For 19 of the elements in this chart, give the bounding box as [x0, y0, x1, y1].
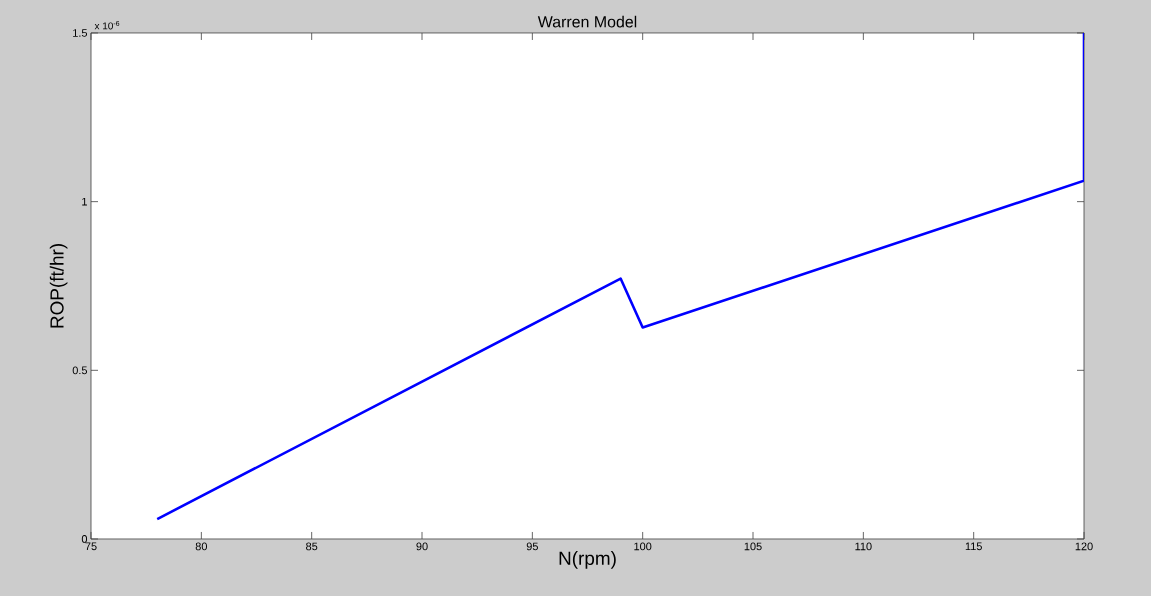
- y-axis-title: ROP(ft/hr): [49, 244, 68, 328]
- line-series: [155, 32, 1085, 521]
- x-tick-label: 85: [306, 542, 318, 551]
- y-tick-label: 0: [81, 535, 88, 543]
- y-tick-label: 0.5: [72, 366, 88, 375]
- x-tick-label: 100: [634, 542, 652, 551]
- x-tick-label: 90: [416, 542, 428, 551]
- x-tick-label: 80: [195, 542, 207, 551]
- x-tick-label: 105: [744, 542, 762, 551]
- text: x 10$^{-6}$: [94, 20, 120, 30]
- x-tick-label: 75: [85, 542, 97, 551]
- x-tick-label: 120: [1075, 542, 1093, 551]
- y-tick-label: 1: [82, 197, 87, 206]
- x-tick-label: 95: [526, 542, 538, 551]
- x-tick-label: 110: [855, 542, 872, 551]
- chart-title: Warren Model: [537, 15, 637, 28]
- x-tick-label: 115: [965, 542, 982, 551]
- x-axis-title: N(rpm): [559, 551, 616, 569]
- y-tick-label: 1.5: [73, 29, 88, 37]
